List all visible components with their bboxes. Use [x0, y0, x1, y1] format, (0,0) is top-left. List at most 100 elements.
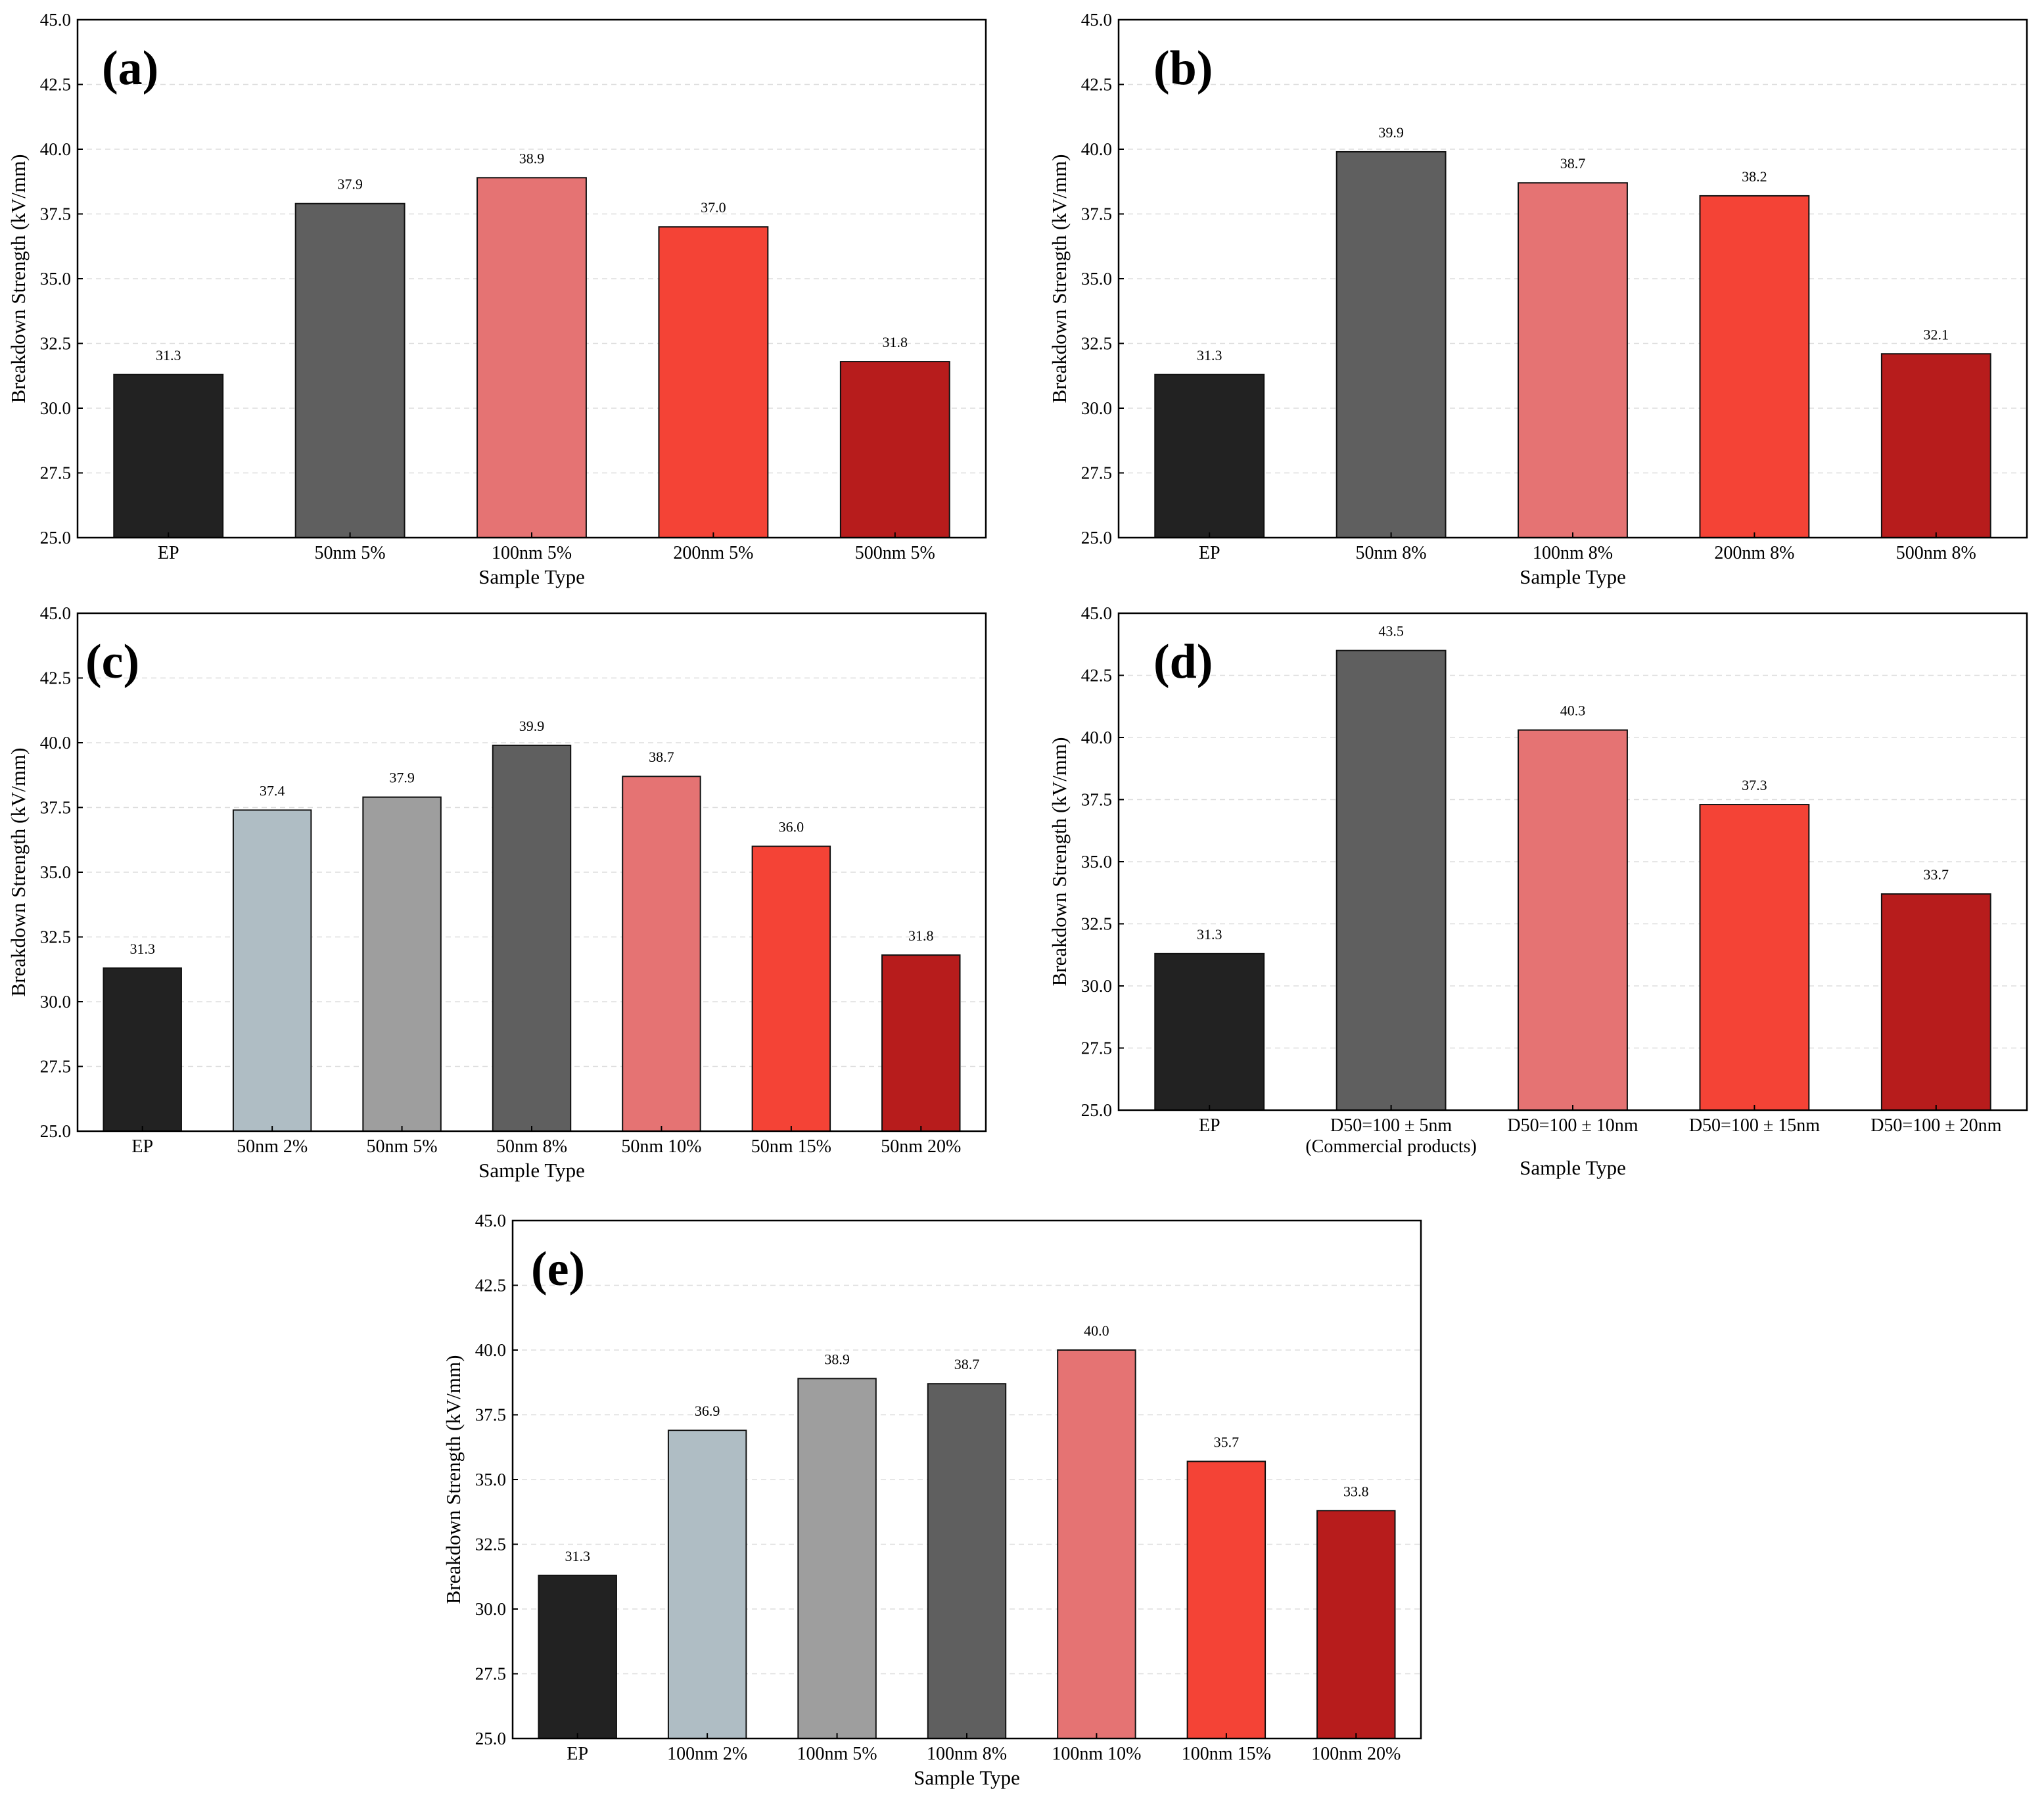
chart-panel-0: 31.3 EP 37.9 50nm 5% 38.9 100nm 5% 37.0 200nm 5… [7, 10, 987, 588]
bar [476, 177, 587, 538]
chart-panel-3: 31.3 EP 43.5 D50=100 ± 5nm(Commercial produ… [1048, 603, 2028, 1179]
y-tick-label: 27.5 [475, 1664, 506, 1684]
y-tick-label: 30.0 [1081, 398, 1112, 418]
data-label: 36.0 [779, 819, 804, 835]
bar [113, 373, 224, 539]
y-tick-label: 42.5 [1081, 666, 1112, 686]
y-tick-label: 37.5 [475, 1405, 506, 1425]
bar [1336, 151, 1447, 538]
chart-panel-2: 31.3 EP 37.4 50nm 2% 37.9 50nm 5% 39.9 50nm 8% 3… [7, 603, 987, 1182]
y-tick-label: 30.0 [40, 992, 71, 1012]
data-label: 32.1 [1924, 326, 1949, 342]
y-tick-label: 42.5 [40, 75, 71, 95]
plot-frame [511, 1219, 1422, 1740]
plot-frame [1117, 18, 2028, 539]
x-tick-label: EP [567, 1744, 588, 1764]
x-axis-label: Sample Type [478, 1159, 585, 1182]
x-tick-sublabel: (Commercial products) [1305, 1136, 1476, 1157]
x-tick-label: 50nm 5% [367, 1136, 438, 1157]
data-label: 38.9 [519, 150, 545, 166]
bar [1154, 373, 1265, 539]
bar [1699, 195, 1810, 539]
y-tick-label: 32.5 [1081, 914, 1112, 934]
x-tick-label: EP [1199, 543, 1220, 563]
bar [1336, 649, 1447, 1111]
panel-label: (c) [85, 635, 139, 689]
x-tick-label: EP [158, 543, 179, 563]
bar [622, 776, 701, 1132]
bar [362, 796, 442, 1132]
y-tick-label: 32.5 [40, 334, 71, 354]
y-tick-label: 37.5 [40, 204, 71, 224]
y-tick-label: 35.0 [1081, 269, 1112, 289]
plot-frame [76, 18, 987, 539]
y-tick-label: 30.0 [40, 398, 71, 418]
panel-label: (e) [531, 1242, 585, 1296]
y-tick-label: 27.5 [40, 1057, 71, 1077]
x-tick-label: 100nm 8% [1533, 543, 1613, 563]
x-axis-label: Sample Type [1520, 565, 1626, 588]
y-tick-label: 45.0 [1081, 603, 1112, 623]
data-label: 37.9 [337, 176, 363, 193]
bar [839, 361, 950, 539]
x-tick-label: D50=100 ± 20nm [1870, 1115, 2001, 1136]
bar [658, 226, 769, 538]
x-axis-label: Sample Type [914, 1766, 1020, 1789]
bar [1154, 952, 1265, 1111]
y-tick-label: 42.5 [1081, 75, 1112, 95]
data-label: 31.3 [156, 347, 181, 363]
y-tick-label: 25.0 [1081, 1100, 1112, 1120]
panel-label: (d) [1153, 635, 1213, 689]
y-tick-label: 35.0 [40, 862, 71, 882]
y-axis-label: Breakdown Strength (kV/mm) [7, 154, 30, 404]
x-axis-label: Sample Type [1520, 1156, 1626, 1179]
x-tick-label: EP [131, 1136, 153, 1157]
y-tick-label: 45.0 [40, 10, 71, 30]
x-tick-label: 100nm 2% [667, 1744, 747, 1764]
y-tick-label: 25.0 [1081, 528, 1112, 548]
bar [538, 1574, 617, 1740]
x-axis-label: Sample Type [478, 565, 585, 588]
data-label: 39.9 [1378, 124, 1404, 141]
x-tick-label: 100nm 5% [492, 543, 572, 563]
x-tick-label: 500nm 5% [855, 543, 935, 563]
panel-label: (a) [102, 41, 158, 95]
x-tick-label: 100nm 10% [1052, 1744, 1141, 1764]
y-tick-label: 40.0 [40, 733, 71, 753]
data-label: 37.3 [1742, 777, 1767, 793]
data-label: 33.7 [1924, 866, 1949, 883]
x-tick-label: 50nm 10% [621, 1136, 701, 1157]
chart-panel-4: 31.3 EP 36.9 100nm 2% 38.9 100nm 5% 38.7 100nm … [442, 1211, 1422, 1789]
x-tick-label: 50nm 8% [1356, 543, 1427, 563]
y-tick-label: 40.0 [40, 139, 71, 159]
y-tick-label: 40.0 [1081, 728, 1112, 747]
data-label: 36.9 [695, 1403, 720, 1419]
y-axis-label: Breakdown Strength (kV/mm) [1048, 737, 1071, 987]
x-tick-label: D50=100 ± 10nm [1507, 1115, 1638, 1136]
x-tick-label: 200nm 8% [1714, 543, 1794, 563]
y-axis-label: Breakdown Strength (kV/mm) [442, 1355, 465, 1604]
data-label: 35.7 [1214, 1434, 1240, 1450]
y-tick-label: 27.5 [1081, 1039, 1112, 1058]
data-label: 37.0 [701, 199, 726, 216]
data-label: 38.9 [824, 1351, 850, 1367]
y-tick-label: 32.5 [40, 927, 71, 947]
y-tick-label: 45.0 [475, 1211, 506, 1230]
bar [1316, 1510, 1396, 1740]
bar [1057, 1349, 1136, 1739]
x-tick-label: 50nm 8% [496, 1136, 567, 1157]
bar [1880, 353, 1991, 538]
y-tick-label: 32.5 [475, 1535, 506, 1554]
data-label: 38.7 [1560, 155, 1586, 172]
bar [294, 202, 406, 538]
y-tick-label: 40.0 [475, 1340, 506, 1360]
bar [797, 1378, 877, 1740]
y-tick-label: 25.0 [40, 1121, 71, 1141]
y-tick-label: 35.0 [1081, 852, 1112, 872]
data-label: 31.8 [883, 334, 908, 350]
y-tick-label: 40.0 [1081, 139, 1112, 159]
plot-frame [1117, 612, 2028, 1111]
y-tick-label: 30.0 [475, 1599, 506, 1619]
data-label: 38.2 [1742, 168, 1767, 185]
x-tick-label: 50nm 20% [881, 1136, 961, 1157]
